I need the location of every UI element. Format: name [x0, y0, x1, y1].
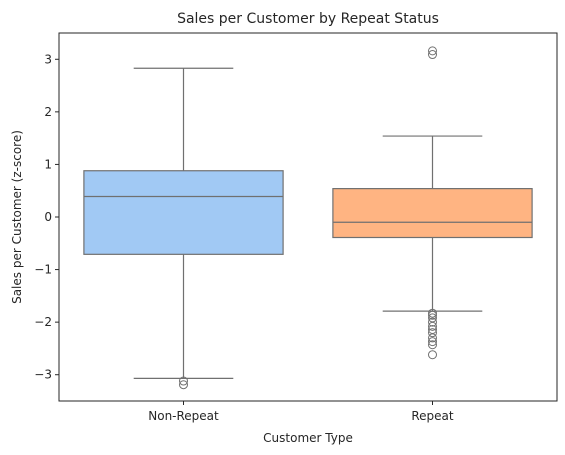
plot-area	[83, 46, 533, 390]
y-axis-label: Sales per Customer (z-score)	[10, 130, 24, 304]
outlier-point	[428, 340, 437, 350]
y-tick-label: −1	[34, 263, 52, 277]
y-tick-label: −3	[34, 368, 52, 382]
box-iqr	[332, 188, 533, 239]
outlier-point	[428, 50, 437, 60]
y-tick-label: 1	[44, 157, 52, 171]
y-tick-label: 2	[44, 105, 52, 119]
x-axis: Non-Repeat Repeat	[148, 401, 454, 423]
box-group-repeat	[332, 46, 533, 360]
y-tick-label: 0	[44, 210, 52, 224]
outlier-point	[179, 376, 188, 386]
outlier-point	[428, 308, 437, 318]
outlier-point	[179, 380, 188, 390]
y-tick-label: −2	[34, 315, 52, 329]
outlier-point	[428, 333, 437, 343]
y-axis: −3 −2 −1 0 1 2 3	[34, 52, 59, 382]
x-tick-label: Repeat	[411, 409, 454, 423]
outlier-point	[428, 350, 437, 360]
chart-title: Sales per Customer by Repeat Status	[177, 11, 439, 27]
outlier-point	[428, 321, 437, 331]
outlier-point	[428, 310, 437, 320]
outlier-point	[428, 337, 437, 347]
outlier-point	[428, 328, 437, 338]
box-group-non-repeat	[83, 67, 284, 390]
outlier-point	[428, 46, 437, 56]
outlier-point	[428, 317, 437, 327]
x-axis-label: Customer Type	[263, 431, 353, 445]
x-tick-label: Non-Repeat	[148, 409, 219, 423]
box-iqr	[83, 170, 284, 255]
y-tick-label: 3	[44, 52, 52, 66]
